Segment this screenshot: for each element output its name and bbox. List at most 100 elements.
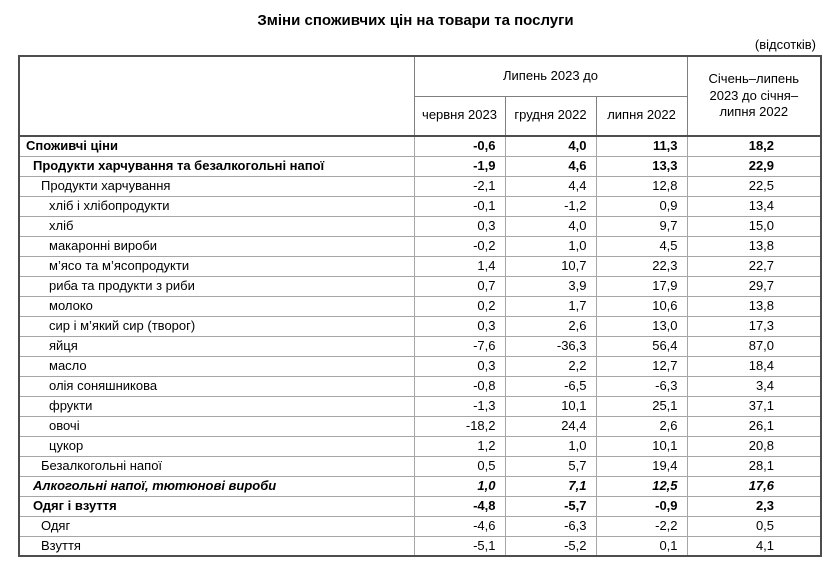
- cell-value: 87,0: [686, 335, 822, 357]
- cell-value: 0,2: [413, 295, 506, 317]
- table-row: макаронні вироби -0,2 1,0 4,5 13,8: [18, 235, 822, 257]
- cell-value: 1,0: [504, 435, 597, 457]
- cell-value: 29,7: [686, 275, 822, 297]
- cell-value: 2,2: [504, 355, 597, 377]
- subcolumn-header: грудня 2022: [504, 95, 597, 137]
- cell-value: 1,2: [413, 435, 506, 457]
- cell-value: 10,1: [595, 435, 688, 457]
- cell-value: -6,5: [504, 375, 597, 397]
- subcolumn-header: червня 2023: [413, 95, 506, 137]
- row-label: Одяг: [18, 515, 415, 537]
- cell-value: 0,5: [413, 455, 506, 477]
- table-row: яйця -7,6 -36,3 56,4 87,0: [18, 335, 822, 357]
- cell-value: 4,0: [504, 135, 597, 157]
- table-row: м’ясо та м’ясопродукти 1,4 10,7 22,3 22,7: [18, 255, 822, 277]
- row-label: молоко: [18, 295, 415, 317]
- cell-value: 4,1: [686, 535, 822, 557]
- cell-value: 17,6: [686, 475, 822, 497]
- row-label: фрукти: [18, 395, 415, 417]
- cell-value: 4,0: [504, 215, 597, 237]
- row-label: овочі: [18, 415, 415, 437]
- cell-value: -18,2: [413, 415, 506, 437]
- row-label: яйця: [18, 335, 415, 357]
- cell-value: 19,4: [595, 455, 688, 477]
- table-header: Липень 2023 до Січень–липень 2023 до січ…: [18, 55, 822, 137]
- cell-value: 12,7: [595, 355, 688, 377]
- table-row: Продукти харчування та безалкогольні нап…: [18, 155, 822, 177]
- table-row: Продукти харчування -2,1 4,4 12,8 22,5: [18, 175, 822, 197]
- cell-value: -0,8: [413, 375, 506, 397]
- cell-value: 12,5: [595, 475, 688, 497]
- cell-value: -6,3: [595, 375, 688, 397]
- cell-value: 1,4: [413, 255, 506, 277]
- cell-value: 37,1: [686, 395, 822, 417]
- cell-value: 10,1: [504, 395, 597, 417]
- cell-value: -1,2: [504, 195, 597, 217]
- cell-value: 13,8: [686, 235, 822, 257]
- cell-value: 4,4: [504, 175, 597, 197]
- cell-value: -2,2: [595, 515, 688, 537]
- period-column-header: Січень–липень 2023 до січня–липня 2022: [686, 55, 822, 137]
- cell-value: 12,8: [595, 175, 688, 197]
- cell-value: 10,7: [504, 255, 597, 277]
- cell-value: 3,9: [504, 275, 597, 297]
- group-header: Липень 2023 до: [413, 55, 688, 97]
- cell-value: 0,3: [413, 355, 506, 377]
- cell-value: 22,7: [686, 255, 822, 277]
- row-label: Взуття: [18, 535, 415, 557]
- table-row: риба та продукти з риби 0,7 3,9 17,9 29,7: [18, 275, 822, 297]
- table-row: цукор 1,2 1,0 10,1 20,8: [18, 435, 822, 457]
- row-label: Алкогольні напої, тютюнові вироби: [18, 475, 415, 497]
- cell-value: 2,6: [595, 415, 688, 437]
- cell-value: 2,3: [686, 495, 822, 517]
- cell-value: 28,1: [686, 455, 822, 477]
- cell-value: 4,6: [504, 155, 597, 177]
- unit-note: (відсотків): [754, 37, 816, 52]
- cell-value: 1,7: [504, 295, 597, 317]
- header-row-group: Липень 2023 до Січень–липень 2023 до січ…: [18, 55, 822, 137]
- cell-value: 0,9: [595, 195, 688, 217]
- row-label: олія соняшникова: [18, 375, 415, 397]
- header-row-subcolumns: червня 2023 грудня 2022 липня 2022: [19, 95, 821, 137]
- row-label: Одяг і взуття: [18, 495, 415, 517]
- row-label: масло: [18, 355, 415, 377]
- corner-cell: [18, 55, 415, 137]
- cell-value: -0,1: [413, 195, 506, 217]
- table-row: фрукти -1,3 10,1 25,1 37,1: [18, 395, 822, 417]
- row-label: риба та продукти з риби: [18, 275, 415, 297]
- cell-value: 1,0: [413, 475, 506, 497]
- table-row: Алкогольні напої, тютюнові вироби 1,0 7,1 1…: [18, 475, 822, 497]
- cell-value: 0,5: [686, 515, 822, 537]
- row-label: м’ясо та м’ясопродукти: [18, 255, 415, 277]
- cell-value: 18,2: [686, 135, 822, 157]
- cell-value: -5,1: [413, 535, 506, 557]
- cell-value: 1,0: [504, 235, 597, 257]
- consumer-price-table: Липень 2023 до Січень–липень 2023 до січ…: [18, 55, 823, 557]
- row-label: хліб і хлібопродукти: [18, 195, 415, 217]
- cell-value: 26,1: [686, 415, 822, 437]
- cell-value: -5,2: [504, 535, 597, 557]
- table-row: Безалкогольні напої 0,5 5,7 19,4 28,1: [18, 455, 822, 477]
- cell-value: -5,7: [504, 495, 597, 517]
- cell-value: -4,8: [413, 495, 506, 517]
- table-row: хліб 0,3 4,0 9,7 15,0: [18, 215, 822, 237]
- cell-value: -1,3: [413, 395, 506, 417]
- cell-value: -1,9: [413, 155, 506, 177]
- cell-value: 13,4: [686, 195, 822, 217]
- cell-value: 13,8: [686, 295, 822, 317]
- row-label: цукор: [18, 435, 415, 457]
- cell-value: 18,4: [686, 355, 822, 377]
- row-label: сир і м’який сир (творог): [18, 315, 415, 337]
- cell-value: 17,3: [686, 315, 822, 337]
- cell-value: 0,7: [413, 275, 506, 297]
- page-title: Зміни споживчих цін на товари та послуги: [257, 12, 574, 29]
- cell-value: 5,7: [504, 455, 597, 477]
- cell-value: -4,6: [413, 515, 506, 537]
- cell-value: 9,7: [595, 215, 688, 237]
- row-label: Споживчі ціни: [18, 135, 415, 157]
- cell-value: 0,1: [595, 535, 688, 557]
- table-row: сир і м’який сир (творог) 0,3 2,6 13,0 17,3: [18, 315, 822, 337]
- cell-value: 13,3: [595, 155, 688, 177]
- cell-value: -0,6: [413, 135, 506, 157]
